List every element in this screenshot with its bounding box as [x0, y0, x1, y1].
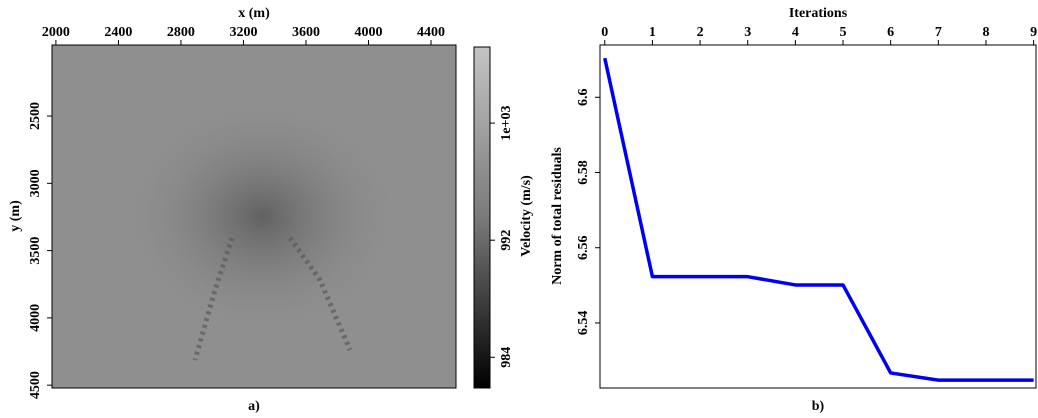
x-tick-label: 0	[601, 25, 608, 40]
velocity-streaks	[192, 236, 353, 361]
x-tick-label: 2000	[42, 25, 70, 40]
x-tick-label: 1	[649, 25, 656, 40]
x-tick-label: 3200	[229, 25, 257, 40]
colorbar-tick-label: 992	[499, 230, 514, 251]
x-tick-label: 2400	[104, 25, 132, 40]
x-tick-label: 8	[982, 25, 989, 40]
x-tick-label: 2800	[167, 25, 195, 40]
x-tick-label: 3	[744, 25, 751, 40]
x-tick-label: 5	[840, 25, 847, 40]
colorbar-tick-label: 984	[499, 347, 514, 368]
y-axis-label: y (m)	[8, 200, 23, 232]
x-axis-label: x (m)	[238, 6, 270, 21]
x-tick-label: 3600	[292, 25, 320, 40]
x-tick-label: 4000	[354, 25, 382, 40]
y-tick-label: 6.6	[576, 89, 591, 107]
y-axis-label: Norm of total residuals	[550, 147, 565, 285]
y-tick-label: 4000	[28, 304, 43, 332]
y-tick-label: 4500	[28, 371, 43, 399]
y-tick-label: 6.58	[576, 160, 591, 185]
y-tick-label: 3500	[28, 237, 43, 265]
y-tick-label: 6.56	[576, 235, 591, 260]
colorbar-label: Velocity (m/s)	[519, 175, 534, 257]
y-tick-label: 2500	[28, 102, 43, 130]
caption: a)	[248, 399, 260, 414]
x-tick-label: 4	[792, 25, 799, 40]
plot-frame	[599, 44, 1037, 389]
x-tick-label: 6	[887, 25, 894, 40]
data-line	[603, 57, 1034, 382]
caption: b)	[812, 399, 825, 414]
x-tick-label: 9	[1030, 25, 1037, 40]
velocity-anomaly	[52, 45, 456, 388]
colorbar	[473, 46, 491, 389]
x-tick-label: 4400	[417, 25, 445, 40]
x-tick-label: 2	[697, 25, 704, 40]
x-axis-label: Iterations	[789, 6, 848, 21]
y-tick-label: 3000	[28, 169, 43, 197]
y-tick-label: 6.54	[576, 311, 591, 336]
plot-frame	[51, 44, 457, 389]
colorbar-tick-label: 1e+03	[499, 106, 514, 141]
x-tick-label: 7	[935, 25, 942, 40]
